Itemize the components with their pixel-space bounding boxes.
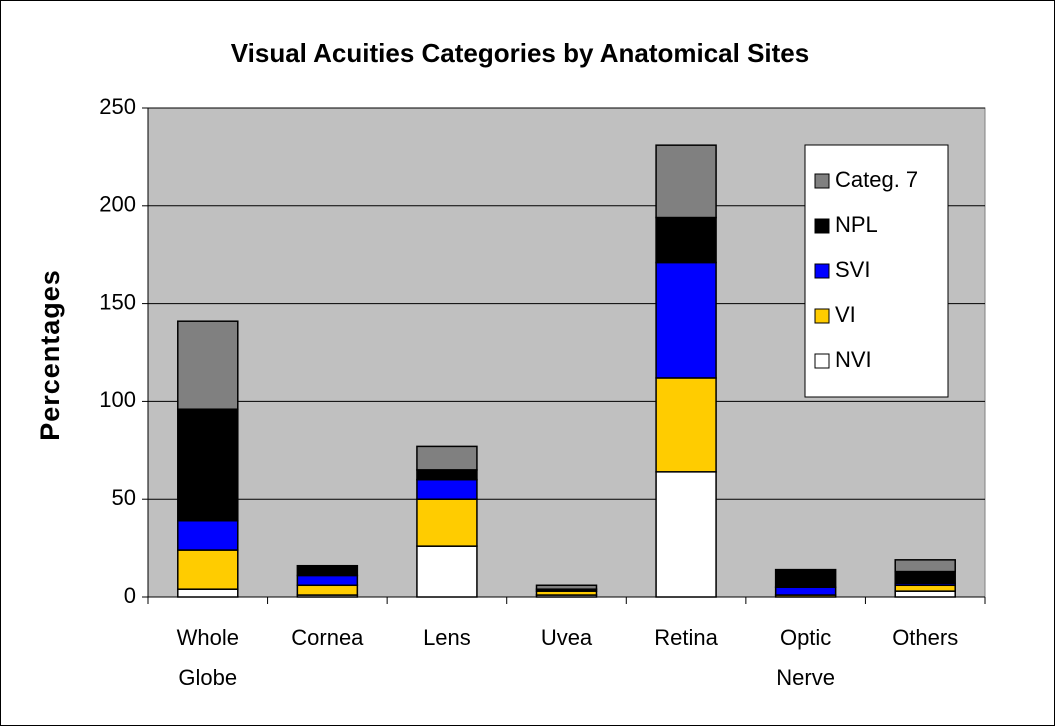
bar-segment [894,590,956,598]
y-axis-label: Percentages [35,269,65,441]
bar-segment [894,570,956,585]
bar-segment [296,584,359,596]
legend-swatch [814,173,830,189]
bar-segment [416,445,478,471]
legend-label: NPL [835,212,878,237]
bar-segment [296,574,359,587]
x-tick-label: Uvea [541,625,593,650]
bar-segment [416,498,478,547]
bar-segment [416,545,478,598]
y-tick-label: 100 [99,387,136,412]
bar-segment [296,564,359,577]
x-tick-label: Others [892,625,958,650]
legend-label: Categ. 7 [835,167,918,192]
bar-segment [655,377,717,473]
y-tick-label: 150 [99,289,136,314]
y-tick-label: 250 [99,94,136,119]
bar-segment [177,408,239,522]
x-tick-label: Optic Nerve [776,625,835,690]
x-tick-label: Retina [654,625,718,650]
x-tick-label: Lens [423,625,471,650]
bar-segment [177,588,239,598]
bar-segment [894,559,956,573]
bar-segment [416,469,478,481]
bar-segment [894,584,956,592]
legend-swatch [814,308,830,324]
bar-segment [177,320,239,410]
bar-segment [177,549,239,590]
y-tick-label: 50 [112,485,136,510]
bar-segment [177,519,239,551]
legend-swatch [814,353,830,369]
x-tick-label: Cornea [291,625,364,650]
bar-segment [655,144,717,219]
legend-label: SVI [835,257,870,282]
legend-swatch [814,218,830,234]
chart-title: Visual Acuities Categories by Anatomical… [231,38,809,68]
bar-segment [655,261,717,379]
bar-segment [655,471,717,598]
y-tick-label: 0 [124,583,136,608]
legend-label: NVI [835,347,872,372]
bar-segment [655,216,717,264]
bar-segment [535,584,598,590]
bar-segment [774,568,837,588]
bar-segment [416,478,478,500]
legend-swatch [814,263,830,279]
y-tick-label: 200 [99,192,136,217]
x-tick-label: Whole Globe [177,625,239,690]
bar-segment [774,586,837,596]
legend-label: VI [835,302,856,327]
